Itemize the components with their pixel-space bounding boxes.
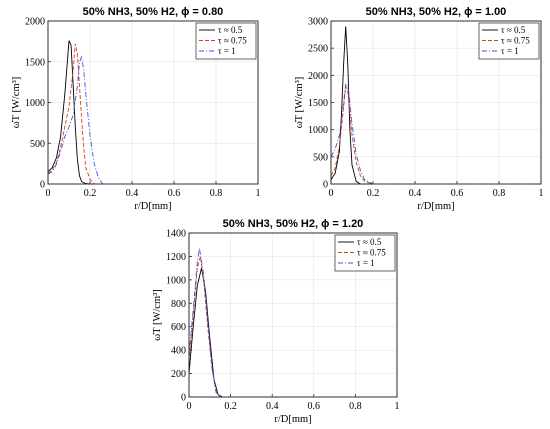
y-tick-label: 800 bbox=[171, 299, 186, 310]
y-tick-label: 3000 bbox=[308, 17, 328, 28]
chart-panel-2: 0 0.2 0.4 0.6 0.8 1 0 500 1000 1500 2000 2500 3000 50… bbox=[294, 6, 544, 212]
x-tick-label: 0.4 bbox=[266, 401, 279, 412]
legend-label-3: τ = 1 bbox=[218, 46, 236, 56]
series-line-2 bbox=[47, 43, 258, 185]
x-tick-label: 0.2 bbox=[84, 188, 97, 199]
series-line-1 bbox=[47, 40, 258, 185]
x-axis-label: r/D[mm] bbox=[274, 414, 311, 425]
x-axis-label: r/D[mm] bbox=[417, 201, 454, 212]
chart-title: 50% NH3, 50% H2, ϕ = 1.20 bbox=[223, 218, 364, 230]
x-tick-label: 0.6 bbox=[168, 188, 181, 199]
chart-panel-3: 0 0.2 0.4 0.6 0.8 1 0 200 400 600 800 1000 1200 1400 5… bbox=[152, 218, 400, 425]
y-tick-label: 1500 bbox=[308, 98, 328, 109]
x-tick-label: 1 bbox=[395, 401, 400, 412]
x-tick-label: 0.2 bbox=[224, 401, 237, 412]
x-tick-label: 0.8 bbox=[210, 188, 223, 199]
y-tick-label: 2500 bbox=[308, 44, 328, 55]
y-tick-label: 0 bbox=[181, 393, 186, 404]
chart-panel-1: 0 0.2 0.4 0.6 0.8 1 0 500 1000 1500 2000 50% NH3, 5… bbox=[11, 6, 261, 212]
x-tick-label: 1 bbox=[539, 188, 544, 199]
y-tick-label: 600 bbox=[171, 322, 186, 333]
y-axis-label: ω̇T [W/cm³] bbox=[11, 77, 22, 129]
series-line-3 bbox=[330, 82, 541, 185]
series-line-2 bbox=[188, 256, 397, 398]
chart-title: 50% NH3, 50% H2, ϕ = 0.80 bbox=[83, 6, 224, 18]
y-tick-label: 2000 bbox=[308, 71, 328, 82]
legend-label-3: τ = 1 bbox=[501, 46, 519, 56]
y-tick-label: 0 bbox=[323, 180, 328, 191]
legend-box bbox=[195, 22, 257, 60]
y-tick-label: 0 bbox=[40, 180, 45, 191]
x-tick-label: 0 bbox=[329, 188, 334, 199]
legend-box bbox=[478, 22, 540, 60]
x-axis-label: r/D[mm] bbox=[134, 201, 171, 212]
legend-label-1: τ ≈ 0.5 bbox=[501, 25, 526, 35]
x-tick-label: 0.2 bbox=[367, 188, 380, 199]
legend-label-3: τ = 1 bbox=[357, 258, 375, 268]
series-line-2 bbox=[330, 86, 541, 185]
y-tick-label: 1500 bbox=[25, 57, 45, 68]
legend-label-2: τ ≈ 0.75 bbox=[218, 36, 247, 46]
y-tick-label: 1000 bbox=[166, 275, 186, 286]
y-tick-label: 500 bbox=[313, 152, 328, 163]
plot-frame bbox=[47, 20, 259, 185]
y-tick-label: 2000 bbox=[25, 17, 45, 28]
y-tick-label: 1400 bbox=[166, 229, 186, 240]
chart-title: 50% NH3, 50% H2, ϕ = 1.00 bbox=[366, 6, 507, 18]
y-axis-label: ω̇T [W/cm³] bbox=[152, 289, 163, 341]
legend-label-1: τ ≈ 0.5 bbox=[218, 25, 243, 35]
legend-label-2: τ ≈ 0.75 bbox=[357, 248, 386, 258]
y-axis-label: ω̇T [W/cm³] bbox=[294, 77, 305, 129]
series-line-3 bbox=[188, 248, 397, 398]
x-tick-label: 0.4 bbox=[126, 188, 139, 199]
x-tick-label: 1 bbox=[256, 188, 261, 199]
legend-label-1: τ ≈ 0.5 bbox=[357, 237, 382, 247]
x-tick-label: 0.6 bbox=[308, 401, 321, 412]
series-line-1 bbox=[188, 267, 397, 398]
y-tick-label: 500 bbox=[30, 139, 45, 150]
y-tick-label: 1000 bbox=[25, 98, 45, 109]
x-tick-label: 0 bbox=[187, 401, 192, 412]
plot-frame bbox=[188, 232, 398, 398]
x-tick-label: 0.8 bbox=[349, 401, 362, 412]
y-tick-label: 1200 bbox=[166, 252, 186, 263]
legend-label-2: τ ≈ 0.75 bbox=[501, 36, 530, 46]
x-tick-label: 0.6 bbox=[451, 188, 464, 199]
series-line-3 bbox=[47, 55, 258, 185]
y-tick-label: 1000 bbox=[308, 125, 328, 136]
y-tick-label: 200 bbox=[171, 369, 186, 380]
x-tick-label: 0 bbox=[46, 188, 51, 199]
plot-frame bbox=[330, 20, 542, 185]
x-tick-label: 0.8 bbox=[493, 188, 506, 199]
y-tick-label: 400 bbox=[171, 346, 186, 357]
series-line-1 bbox=[330, 26, 541, 185]
legend-box bbox=[334, 234, 396, 272]
x-tick-label: 0.4 bbox=[409, 188, 422, 199]
